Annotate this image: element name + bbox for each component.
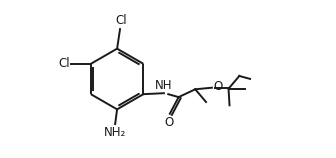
Text: Cl: Cl <box>115 14 127 27</box>
Text: NH: NH <box>155 79 172 92</box>
Text: Cl: Cl <box>58 57 70 70</box>
Text: NH₂: NH₂ <box>104 126 126 139</box>
Text: O: O <box>213 80 222 93</box>
Text: O: O <box>164 116 173 129</box>
